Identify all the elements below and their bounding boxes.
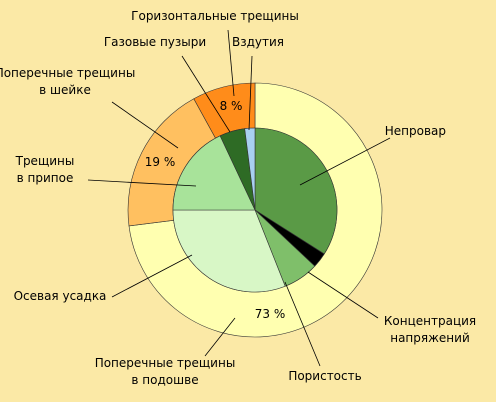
leader-line [204, 317, 236, 357]
leader-line [227, 29, 235, 97]
label: Поперечные трещины в подошве [95, 356, 236, 387]
inner-slice [172, 135, 256, 211]
leader-line [111, 101, 179, 149]
inner-slice [244, 127, 256, 211]
leader-line [181, 55, 231, 133]
value-label: 73 % [255, 307, 286, 321]
label: Газовые пузыри [104, 35, 206, 49]
label: Концентрация напряжений [384, 314, 476, 345]
inner-slice [172, 209, 286, 293]
label: Поперечные трещины в шейке [0, 66, 135, 97]
leader-line [248, 55, 253, 131]
inner-slice [254, 127, 338, 255]
value-label: 8 % [220, 99, 243, 113]
label: Трещины в припое [15, 154, 75, 185]
leader-line [307, 271, 379, 319]
label: Пористость [288, 369, 361, 383]
label: Осевая усадка [14, 289, 107, 303]
value-label: 19 % [145, 155, 176, 169]
leader-line [87, 179, 197, 187]
leader-line [284, 281, 321, 367]
label: Непровар [385, 124, 446, 138]
label: Горизонтальные трещины [131, 9, 299, 23]
label: Вздутия [232, 35, 284, 49]
leader-line [111, 254, 193, 298]
leader-line [299, 137, 391, 186]
